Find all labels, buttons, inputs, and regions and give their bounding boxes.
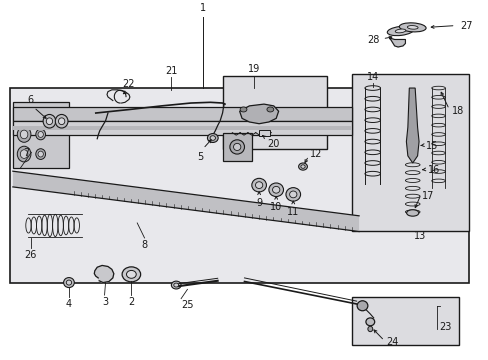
Ellipse shape [266,107,273,112]
Text: 26: 26 [25,251,37,260]
Text: 25: 25 [181,300,193,310]
Ellipse shape [406,210,418,216]
Ellipse shape [66,280,72,285]
Ellipse shape [298,163,307,170]
Ellipse shape [36,129,45,140]
Text: 24: 24 [385,337,397,347]
Bar [259,130,269,135]
Bar [13,107,351,121]
Text: 8: 8 [141,240,147,250]
Text: 7: 7 [22,148,29,158]
Ellipse shape [407,26,417,29]
Bar [13,126,351,130]
Polygon shape [94,265,114,283]
Ellipse shape [300,165,305,168]
Text: 3: 3 [102,297,108,307]
Text: 28: 28 [367,35,379,45]
Text: 1: 1 [200,3,206,13]
Ellipse shape [229,140,244,154]
Ellipse shape [17,127,31,142]
Polygon shape [13,171,358,231]
Bar [351,297,458,345]
Bar [13,102,69,168]
Text: 4: 4 [66,299,72,309]
Ellipse shape [255,182,262,189]
Text: 12: 12 [310,149,322,159]
Ellipse shape [36,149,45,159]
Ellipse shape [55,114,68,128]
Ellipse shape [272,186,279,193]
Ellipse shape [38,151,43,157]
Ellipse shape [46,118,53,125]
Text: 5: 5 [197,152,203,162]
Text: 14: 14 [366,72,378,82]
Ellipse shape [20,130,28,139]
Ellipse shape [210,136,215,140]
Text: 16: 16 [427,165,439,175]
Text: 13: 13 [413,231,426,241]
Ellipse shape [356,301,367,311]
Text: 22: 22 [122,79,134,89]
Bar [222,132,251,161]
Ellipse shape [63,278,74,288]
Text: 23: 23 [439,322,451,332]
Text: 2: 2 [128,297,134,307]
Ellipse shape [285,188,300,201]
Polygon shape [389,38,405,47]
Ellipse shape [399,23,425,32]
Ellipse shape [171,281,181,289]
Bar [13,121,351,135]
Ellipse shape [126,270,136,278]
Text: 27: 27 [460,21,472,31]
Bar [10,88,468,283]
Text: 20: 20 [267,139,279,149]
Text: 11: 11 [286,207,299,217]
Text: 19: 19 [247,64,260,74]
Text: 10: 10 [269,202,282,212]
Bar [351,74,468,231]
Ellipse shape [43,114,56,128]
Text: 9: 9 [256,198,262,208]
Ellipse shape [240,107,246,112]
Ellipse shape [20,150,28,158]
Ellipse shape [386,26,413,36]
Ellipse shape [17,146,31,162]
Ellipse shape [289,191,296,198]
Text: 15: 15 [425,141,437,151]
Ellipse shape [365,318,374,326]
Text: 21: 21 [165,66,177,76]
Ellipse shape [394,29,405,33]
Text: 6: 6 [27,95,33,105]
Ellipse shape [251,178,266,192]
Ellipse shape [207,134,218,143]
Ellipse shape [173,283,178,287]
Text: 18: 18 [451,106,463,116]
Ellipse shape [268,183,283,197]
Ellipse shape [122,267,141,282]
Polygon shape [239,104,278,124]
Text: 17: 17 [421,191,433,201]
Polygon shape [406,88,418,163]
Ellipse shape [233,143,241,150]
Ellipse shape [38,131,43,138]
Ellipse shape [59,118,65,125]
Ellipse shape [367,326,372,332]
Bar [222,76,327,149]
